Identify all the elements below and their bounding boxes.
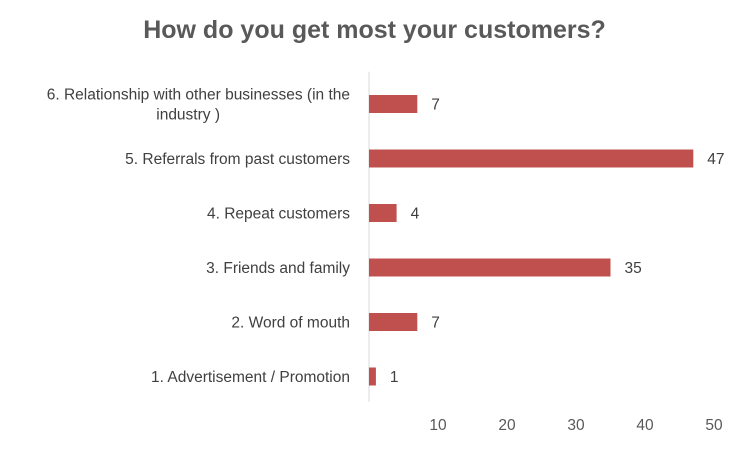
category-label: 1. Advertisement / Promotion [151,369,350,386]
bar [369,95,418,113]
data-label: 4 [411,206,420,223]
category-label: 2. Word of mouth [231,315,350,332]
category-label: 6. Relationship with other businesses (i… [47,87,350,124]
x-tick-label: 10 [429,417,447,434]
bar [369,258,611,277]
bar [369,313,418,331]
category-label: 4. Repeat customers [207,206,350,223]
category-label: 5. Referrals from past customers [125,151,350,168]
bar [369,149,694,168]
chart-title: How do you get most your customers? [143,16,606,44]
x-tick-label: 40 [636,417,654,434]
data-label: 1 [390,369,399,386]
data-label: 7 [431,97,440,114]
x-tick-label: 50 [705,417,723,434]
bar [369,367,376,386]
category-label: 3. Friends and family [206,260,350,277]
x-tick-label: 20 [498,417,516,434]
data-label: 47 [707,151,724,168]
x-tick-label: 30 [567,417,585,434]
data-label: 35 [625,260,642,277]
data-label: 7 [431,315,440,332]
bar [369,204,397,222]
